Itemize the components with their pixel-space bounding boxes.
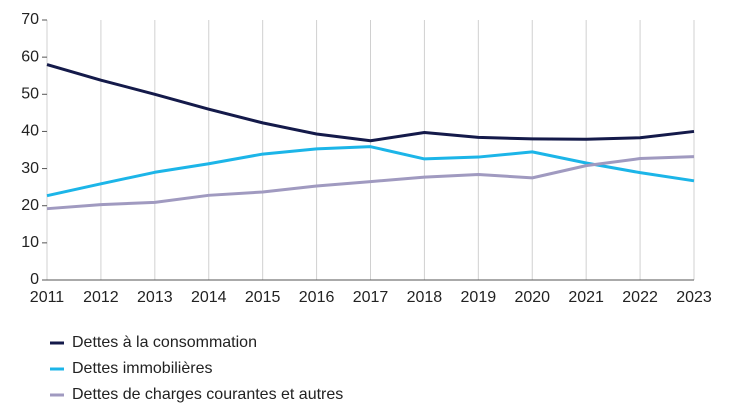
x-tick-label: 2018: [407, 289, 443, 306]
legend-label: Dettes de charges courantes et autres: [72, 386, 343, 403]
x-tick-label: 2012: [83, 289, 119, 306]
x-tick-label: 2020: [514, 289, 550, 306]
x-tick-label: 2022: [622, 289, 658, 306]
y-tick-label: 50: [21, 86, 39, 103]
series-line: [46, 155, 695, 211]
y-tick-label: 0: [30, 271, 39, 288]
x-tick-label: 2021: [568, 289, 604, 306]
x-tick-label: 2016: [299, 289, 335, 306]
x-tick-label: 2014: [191, 289, 227, 306]
y-tick-label: 10: [21, 234, 39, 251]
x-tick-label: 2015: [245, 289, 281, 306]
x-tick-label: 2013: [137, 289, 173, 306]
y-tick-label: 40: [21, 123, 39, 140]
legend-label: Dettes immobilières: [72, 360, 212, 377]
x-tick-label: 2011: [30, 289, 65, 306]
y-tick-label: 20: [21, 197, 39, 214]
y-tick-label: 30: [21, 160, 39, 177]
y-tick-label: 60: [21, 48, 39, 65]
legend-label: Dettes à la consommation: [72, 334, 257, 351]
x-tick-label: 2019: [461, 289, 497, 306]
series-line: [46, 145, 695, 198]
series-line: [46, 63, 695, 143]
y-tick-label: 70: [21, 11, 39, 28]
x-tick-label: 2017: [353, 289, 389, 306]
x-tick-label: 2023: [676, 289, 712, 306]
